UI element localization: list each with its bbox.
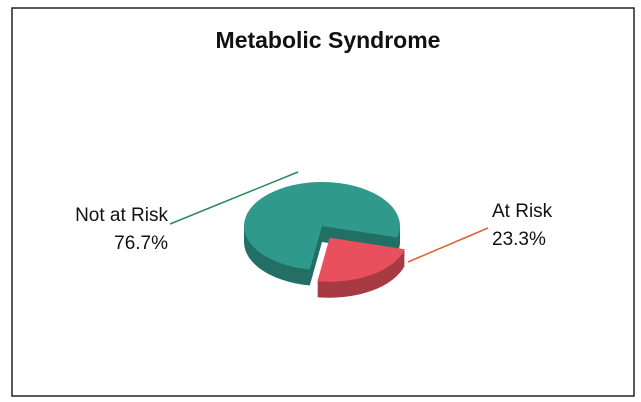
slice-value-label: 23.3% (492, 229, 546, 250)
pie-slice (317, 237, 405, 282)
pie-slice (244, 182, 401, 270)
chart-frame (11, 7, 635, 397)
chart-title: Metabolic Syndrome (216, 27, 441, 53)
slice-value-label: 76.7% (114, 233, 168, 254)
leader-line (169, 171, 299, 225)
slice-label: Not at Risk (75, 205, 168, 226)
slice-label: At Risk (492, 201, 553, 222)
leader-line (407, 227, 489, 263)
